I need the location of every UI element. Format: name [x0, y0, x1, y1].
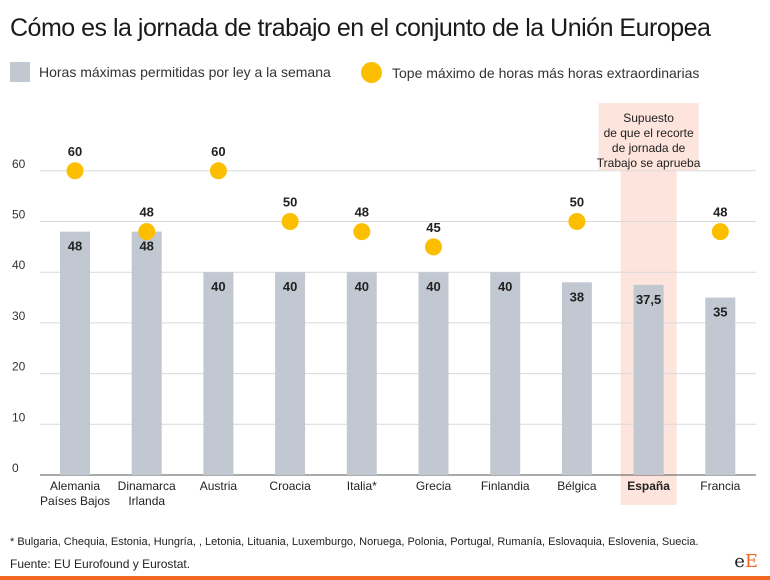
x-tick-label: Grecia — [416, 479, 452, 493]
legend-item-dots: Tope máximo de horas más horas extraordi… — [361, 62, 699, 83]
dot-marker — [711, 223, 729, 241]
bar-value-label: 40 — [211, 279, 225, 294]
dot-value-label: 60 — [211, 144, 225, 159]
bar-value-label: 40 — [283, 279, 297, 294]
y-tick-label: 50 — [12, 208, 26, 222]
bar-value-label: 40 — [498, 279, 512, 294]
x-tick-label: Bélgica — [557, 479, 597, 493]
bottom-accent-bar — [0, 576, 770, 580]
x-tick-label: España — [627, 479, 670, 493]
y-tick-label: 40 — [12, 258, 26, 272]
y-tick-label: 60 — [12, 157, 26, 171]
bar — [203, 272, 234, 475]
dot-marker — [138, 223, 156, 241]
logo-letter-e: e — [734, 551, 745, 572]
bar — [561, 282, 592, 475]
dot-marker — [568, 213, 586, 230]
dot-marker — [425, 238, 442, 256]
bar-value-label: 40 — [355, 279, 369, 294]
dot-value-label: 60 — [68, 144, 82, 159]
x-tick-label: Alemania — [50, 479, 100, 493]
dot-marker — [353, 223, 371, 241]
bar — [346, 272, 377, 475]
y-tick-label: 20 — [12, 360, 26, 374]
bar — [418, 272, 449, 475]
legend-label-dots: Tope máximo de horas más horas extraordi… — [392, 64, 700, 81]
x-tick-label: Dinamarca — [118, 479, 176, 493]
dot-value-label: 45 — [426, 220, 440, 235]
bar-value-label: 48 — [68, 239, 82, 254]
x-tick-label: Croacia — [269, 479, 311, 493]
legend: Horas máximas permitidas por ley a la se… — [10, 62, 760, 84]
annotation-line: de que el recorte — [604, 126, 694, 140]
dot-value-label: 48 — [355, 205, 369, 220]
bar-value-label: 35 — [713, 305, 727, 320]
bar — [705, 297, 736, 475]
annotation-line: Trabajo se aprueba — [597, 156, 701, 170]
footnote: * Bulgaria, Chequia, Estonia, Hungría, ,… — [10, 536, 699, 548]
bar-value-label: 37,5 — [636, 292, 661, 307]
legend-swatch-dots — [361, 62, 382, 83]
bar — [131, 231, 162, 475]
bar-value-label: 38 — [570, 289, 584, 304]
annotation-line: de jornada de — [612, 141, 686, 155]
y-tick-label: 30 — [12, 309, 26, 323]
dot-marker — [66, 162, 84, 180]
bar — [490, 272, 521, 475]
legend-label-bars: Horas máximas permitidas por ley a la se… — [39, 64, 331, 80]
bar — [633, 284, 664, 475]
x-tick-label: Austria — [200, 479, 238, 493]
legend-item-bars: Horas máximas permitidas por ley a la se… — [10, 62, 331, 82]
y-tick-label: 10 — [12, 410, 26, 424]
dot-marker — [281, 213, 299, 230]
dot-value-label: 48 — [139, 205, 153, 220]
logo-letter-E: E — [744, 551, 758, 572]
dot-marker — [209, 162, 227, 180]
bar — [60, 231, 90, 475]
x-tick-label: Irlanda — [128, 494, 165, 508]
x-tick-label: Finlandia — [481, 479, 530, 493]
dot-value-label: 50 — [283, 195, 297, 210]
y-tick-label: 0 — [12, 461, 19, 475]
bar-value-label: 40 — [426, 279, 440, 294]
x-tick-label: Italia* — [347, 479, 377, 493]
bar-value-label: 48 — [139, 239, 153, 254]
brand-logo: eE — [734, 551, 758, 572]
legend-swatch-bars — [10, 62, 30, 82]
annotation-line: Supuesto — [623, 111, 674, 125]
chart-title: Cómo es la jornada de trabajo en el conj… — [10, 14, 711, 42]
bar — [275, 272, 306, 475]
x-tick-label: Países Bajos — [40, 494, 110, 508]
dot-value-label: 48 — [713, 205, 727, 220]
x-tick-label: Francia — [700, 479, 740, 493]
annotation-box — [598, 103, 699, 170]
dot-value-label: 50 — [570, 195, 584, 210]
source-note: Fuente: EU Eurofound y Eurostat. — [10, 557, 191, 571]
